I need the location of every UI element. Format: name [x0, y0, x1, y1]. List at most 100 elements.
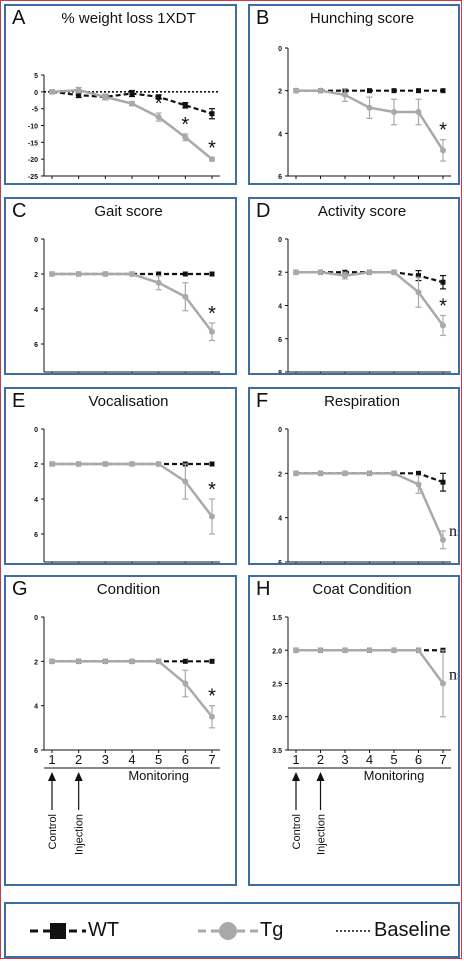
- wt-point: [416, 88, 421, 94]
- y-tick-label: 0: [34, 237, 38, 244]
- tg-point: [102, 658, 109, 665]
- panel-title: Hunching score: [309, 10, 415, 27]
- y-tick-label: 4: [34, 704, 38, 711]
- y-tick-label: -15: [28, 140, 38, 147]
- legend-wt-marker: [50, 923, 66, 939]
- arrow-label-control: Control: [47, 814, 59, 849]
- significance-mark: *: [439, 120, 447, 142]
- x-tick-label: 3: [102, 752, 109, 767]
- significance-mark: *: [439, 295, 447, 317]
- y-tick-label: 2: [34, 659, 38, 666]
- y-tick-label: -5: [32, 107, 38, 114]
- wt-point: [182, 271, 188, 277]
- wt-point: [209, 658, 215, 664]
- tg-point: [293, 647, 299, 654]
- panel-title: Condition: [96, 581, 161, 598]
- tg-point: [342, 272, 348, 279]
- tg-point: [342, 470, 348, 477]
- tg-point: [317, 269, 324, 276]
- wt-point: [391, 88, 397, 94]
- wt-point: [440, 479, 446, 485]
- y-tick-label: 0: [278, 237, 282, 244]
- wt-point: [182, 658, 188, 664]
- tg-point: [415, 109, 422, 115]
- tg-point: [49, 461, 55, 467]
- significance-mark: ns: [449, 523, 458, 540]
- panel-f: F Respiration 0 2 4 6 ns: [248, 387, 460, 565]
- tg-point: [209, 156, 215, 163]
- y-tick-label: 2: [34, 462, 38, 469]
- significance-mark: *: [155, 93, 163, 115]
- tg-point: [391, 109, 397, 115]
- monitoring-label: Monitoring: [128, 768, 189, 783]
- y-tick-label: 0: [34, 90, 38, 97]
- plot-svg: 0 2 4 6 *: [278, 46, 451, 181]
- tg-point: [182, 680, 189, 687]
- wt-point: [129, 91, 135, 97]
- y-tick-label: 6: [278, 174, 282, 181]
- significance-mark: *: [181, 114, 189, 136]
- panel-d: D Activity score 0 2 4 6 8 *: [248, 197, 460, 375]
- wt-point: [416, 470, 421, 476]
- panel-letter: E: [12, 390, 26, 412]
- arrow-head: [292, 772, 300, 781]
- panel-letter: H: [256, 578, 271, 600]
- panel-title: Activity score: [317, 203, 407, 220]
- tg-point: [155, 114, 162, 121]
- tg-point: [75, 461, 82, 467]
- tg-series-line: [52, 462, 213, 518]
- y-tick-label: 2: [278, 471, 282, 478]
- significance-mark: *: [208, 137, 216, 159]
- y-tick-label: 2: [278, 270, 282, 277]
- tg-point: [155, 279, 162, 286]
- tg-point: [155, 461, 162, 467]
- tg-point: [102, 93, 109, 100]
- tg-point: [366, 104, 373, 111]
- plot-svg: 0 2 4 6 ns: [278, 427, 458, 563]
- tg-point: [293, 470, 299, 477]
- x-tick-label: 7: [439, 752, 446, 767]
- x-tick-label: 6: [415, 752, 422, 767]
- tg-point: [317, 470, 324, 477]
- tg-point: [391, 470, 397, 477]
- tg-point: [440, 147, 446, 154]
- tg-point: [366, 647, 373, 654]
- tg-point: [440, 536, 446, 543]
- x-tick-label: 5: [155, 752, 162, 767]
- y-tick-label: -20: [28, 157, 38, 164]
- plot-svg: 0 2 4 6 8 *: [278, 237, 451, 373]
- y-tick-label: 5: [34, 73, 38, 80]
- panel-h: H Coat Condition 1.5 2.0 2.5 3.0 3.5 ns 1 2 3 4 5 6 7M…: [248, 575, 460, 886]
- x-tick-label: 6: [182, 752, 189, 767]
- panel-title: Gait score: [94, 203, 163, 220]
- arrow-head: [74, 772, 83, 781]
- x-tick-label: 2: [75, 752, 82, 767]
- x-tick-label: 1: [292, 752, 299, 767]
- y-tick-label: 4: [278, 131, 282, 138]
- plot-svg: 0 2 4 6 * 1 2 3 4 5 6 7 Monitoring Control Injection: [34, 615, 220, 855]
- tg-point: [129, 100, 135, 107]
- tg-point: [391, 647, 397, 654]
- arrow-head: [316, 772, 325, 781]
- tg-point: [440, 680, 446, 687]
- wt-point: [209, 461, 215, 467]
- wt-point: [440, 279, 446, 285]
- tg-point: [293, 87, 299, 94]
- x-tick-label: 4: [366, 752, 373, 767]
- tg-point: [317, 87, 324, 94]
- panel-e: E Vocalisation 0 2 4 6 *: [4, 387, 237, 565]
- wt-point: [156, 271, 162, 277]
- x-tick-label: 1: [48, 752, 55, 767]
- monitoring-label: Monitoring: [364, 768, 425, 783]
- significance-mark: *: [208, 303, 216, 325]
- wt-point: [367, 88, 372, 94]
- tg-point: [75, 271, 82, 277]
- panel-title: % weight loss 1XDT: [61, 10, 196, 27]
- plot-svg: 5 0 -5 -10 -15 -20 -25 * * *: [28, 73, 220, 181]
- y-tick-label: 6: [278, 560, 282, 563]
- panel-g: G Condition 0 2 4 6 * 1 2 3 4 5 6 7 Monitoring Control I…: [4, 575, 237, 886]
- tg-point: [102, 461, 109, 467]
- y-tick-label: 8: [278, 370, 282, 373]
- y-tick-label: 3.0: [272, 715, 282, 722]
